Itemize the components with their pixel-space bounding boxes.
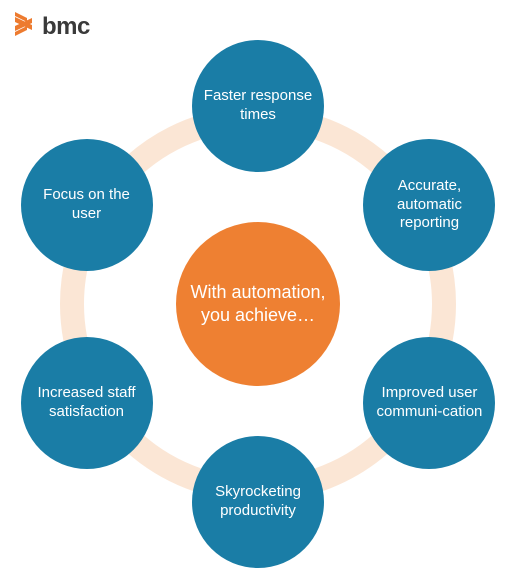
outer-node: Faster response times [192,40,324,172]
outer-node-label: Improved user communi-cation [371,384,487,422]
outer-node-label: Focus on the user [29,186,145,224]
outer-node: Skyrocketing productivity [192,436,324,568]
outer-node: Increased staff satisfaction [21,337,153,469]
automation-diagram: With automation, you achieve… Faster res… [0,0,518,574]
center-label: With automation, you achieve… [186,281,330,328]
outer-node-label: Increased staff satisfaction [29,384,145,422]
outer-node-label: Skyrocketing productivity [200,483,316,521]
outer-node: Improved user communi-cation [363,337,495,469]
outer-node-label: Accurate, automatic reporting [371,177,487,233]
center-node: With automation, you achieve… [176,222,340,386]
outer-node: Focus on the user [21,139,153,271]
outer-node-label: Faster response times [200,87,316,125]
outer-node: Accurate, automatic reporting [363,139,495,271]
